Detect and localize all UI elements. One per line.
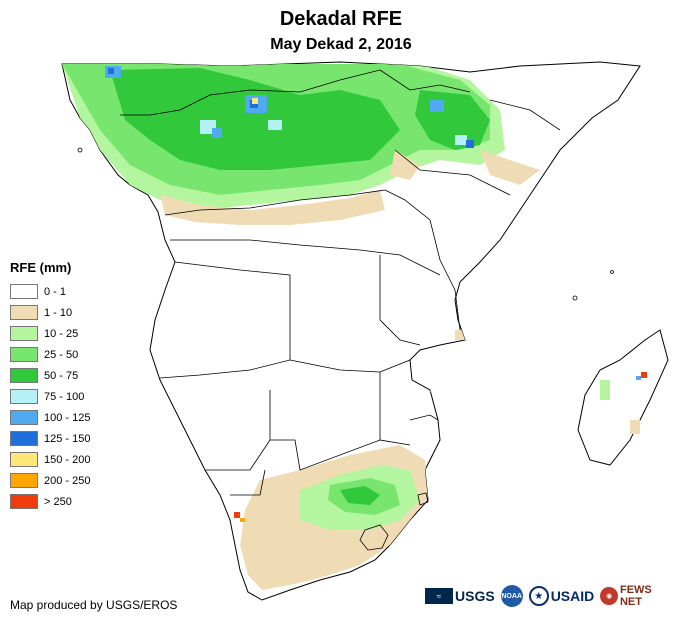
legend-label: 25 - 50 xyxy=(44,348,79,361)
map-title: Dekadal RFE xyxy=(279,8,403,30)
fews-net-logo: ◉ FEWS NET xyxy=(600,584,676,608)
noaa-seal-icon: NOAA xyxy=(500,585,523,607)
legend-label: 100 - 125 xyxy=(44,411,91,424)
legend-item: 200 - 250 xyxy=(10,470,90,491)
legend: RFE (mm) 0 - 1 1 - 10 10 - 25 25 - 50 50… xyxy=(10,260,90,512)
legend-label: 0 - 1 xyxy=(44,285,67,298)
legend-label: 10 - 25 xyxy=(44,327,79,340)
legend-item: 0 - 1 xyxy=(10,281,90,302)
legend-item: 100 - 125 xyxy=(10,407,90,428)
legend-item: > 250 xyxy=(10,491,90,512)
map-subtitle: May Dekad 2, 2016 xyxy=(270,36,412,53)
legend-swatch xyxy=(10,389,38,404)
logo-bar: ≈ USGS NOAA ★ USAID ◉ FEWS NET xyxy=(425,584,682,608)
legend-swatch xyxy=(10,305,38,320)
legend-item: 50 - 75 xyxy=(10,365,90,386)
legend-title: RFE (mm) xyxy=(10,260,72,275)
legend-item: 75 - 100 xyxy=(10,386,90,407)
legend-label: 75 - 100 xyxy=(44,390,85,403)
legend-swatch xyxy=(10,452,38,467)
legend-item: 125 - 150 xyxy=(10,428,90,449)
legend-item: 150 - 200 xyxy=(10,449,90,470)
usgs-wave-icon: ≈ xyxy=(425,588,453,604)
usgs-logo-text: USGS xyxy=(455,588,495,604)
legend-label: 50 - 75 xyxy=(44,369,79,382)
legend-label: 200 - 250 xyxy=(44,474,91,487)
usgs-logo: ≈ USGS xyxy=(425,588,495,604)
legend-item: 10 - 25 xyxy=(10,323,90,344)
legend-swatch xyxy=(10,326,38,341)
noaa-logo: NOAA xyxy=(500,585,523,607)
legend-label: 125 - 150 xyxy=(44,432,91,445)
legend-swatch xyxy=(10,368,38,383)
legend-item: 1 - 10 xyxy=(10,302,90,323)
usaid-logo-text: USAID xyxy=(550,588,595,604)
legend-swatch xyxy=(10,284,38,299)
credit-text: Map produced by USGS/EROS xyxy=(10,598,178,612)
legend-item: 25 - 50 xyxy=(10,344,90,365)
legend-swatch xyxy=(10,473,38,488)
fews-globe-icon: ◉ xyxy=(600,587,618,605)
usaid-seal-icon: ★ xyxy=(528,586,549,606)
legend-label: 150 - 200 xyxy=(44,453,91,466)
fews-logo-text: FEWS NET xyxy=(619,584,652,608)
usaid-logo: ★ USAID xyxy=(528,586,595,606)
legend-label: > 250 xyxy=(44,495,72,508)
legend-swatch xyxy=(10,494,38,509)
legend-swatch xyxy=(10,347,38,362)
legend-label: 1 - 10 xyxy=(44,306,73,319)
legend-swatch xyxy=(10,431,38,446)
legend-swatch xyxy=(10,410,38,425)
